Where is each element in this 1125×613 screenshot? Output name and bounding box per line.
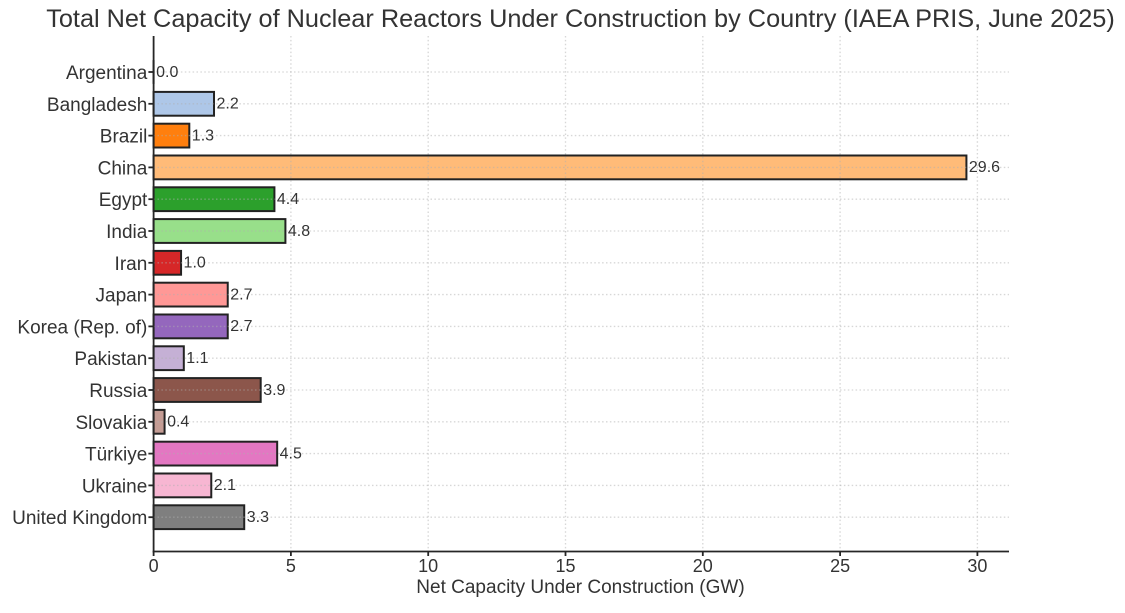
svg-text:2.1: 2.1 <box>214 477 236 494</box>
svg-text:4.5: 4.5 <box>280 445 302 462</box>
svg-text:Türkiye: Türkiye <box>85 445 147 466</box>
svg-text:Russia: Russia <box>89 381 148 402</box>
svg-text:2.2: 2.2 <box>217 96 239 113</box>
svg-text:29.6: 29.6 <box>969 159 1000 176</box>
svg-text:Japan: Japan <box>96 286 148 307</box>
svg-text:0: 0 <box>149 556 159 576</box>
svg-text:Total Net Capacity of Nuclear: Total Net Capacity of Nuclear Reactors U… <box>46 5 1115 33</box>
svg-text:China: China <box>98 158 148 179</box>
svg-text:25: 25 <box>830 556 850 576</box>
svg-text:1.3: 1.3 <box>192 127 214 144</box>
svg-text:Pakistan: Pakistan <box>74 349 147 370</box>
svg-text:5: 5 <box>286 556 296 576</box>
svg-text:0.0: 0.0 <box>156 64 178 81</box>
svg-text:Argentina: Argentina <box>66 63 148 84</box>
svg-text:1.0: 1.0 <box>184 255 206 272</box>
svg-text:1.1: 1.1 <box>186 350 208 367</box>
svg-text:30: 30 <box>967 556 987 576</box>
svg-text:Egypt: Egypt <box>99 190 148 211</box>
svg-text:Korea (Rep. of): Korea (Rep. of) <box>17 317 147 338</box>
svg-text:Brazil: Brazil <box>100 127 148 148</box>
svg-text:10: 10 <box>418 556 438 576</box>
svg-text:India: India <box>106 222 148 243</box>
svg-text:2.7: 2.7 <box>230 318 252 335</box>
svg-text:Bangladesh: Bangladesh <box>47 95 147 116</box>
svg-text:Net Capacity Under Constructio: Net Capacity Under Construction (GW) <box>416 577 744 598</box>
svg-text:United Kingdom: United Kingdom <box>12 508 147 529</box>
svg-text:4.8: 4.8 <box>288 223 310 240</box>
svg-text:0.4: 0.4 <box>167 414 189 431</box>
svg-text:Iran: Iran <box>115 254 148 275</box>
svg-text:20: 20 <box>693 556 713 576</box>
svg-text:Ukraine: Ukraine <box>82 476 147 497</box>
svg-text:Slovakia: Slovakia <box>75 413 147 434</box>
svg-text:15: 15 <box>555 556 575 576</box>
svg-text:4.4: 4.4 <box>277 191 299 208</box>
svg-text:3.9: 3.9 <box>263 382 285 399</box>
svg-text:2.7: 2.7 <box>230 286 252 303</box>
svg-text:3.3: 3.3 <box>247 509 269 526</box>
